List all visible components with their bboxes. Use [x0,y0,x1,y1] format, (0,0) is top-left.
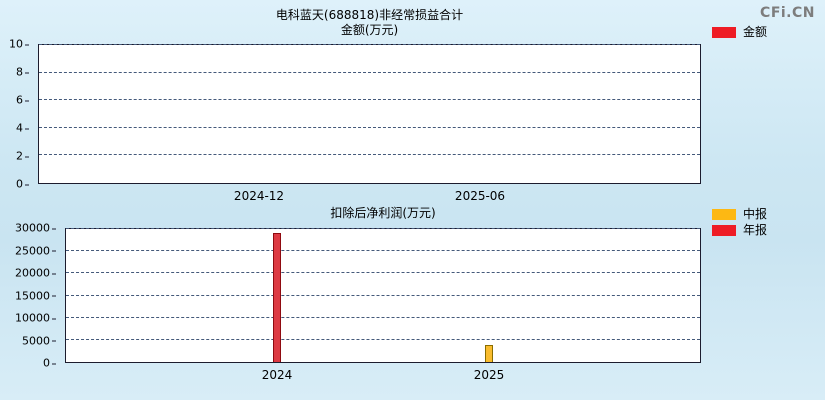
gridline [66,250,700,252]
legend-label: 金额 [743,25,768,39]
y-axis: 0 5000 10000 15000 20000 25000 30000 [0,223,61,369]
gridline [66,228,700,229]
plot-area [38,44,701,184]
gridline [66,338,700,340]
y-tick-label: 0 [16,179,29,190]
gridline [66,316,700,318]
gridline [66,272,700,274]
y-tick-label: 20000 [15,268,56,279]
y-tick-label: 2 [16,151,29,162]
legend-swatch [712,26,736,38]
x-tick-label: 2025-06 [454,189,506,203]
y-tick-label: 25000 [15,245,56,256]
y-axis: 0 2 4 6 8 10 [0,39,34,190]
chart-title: 扣除后净利润(万元) [65,206,701,221]
legend-item: 金额 [712,26,767,38]
legend-swatch [712,208,736,220]
gridline [39,44,700,45]
x-tick-label: 2025 [473,368,505,382]
chart-title-line1: 扣除后净利润(万元) [330,206,436,220]
y-tick-label: 10 [9,39,29,50]
chart-title: 电科蓝天(688818)非经常损益合计 金额(万元) [38,8,701,38]
y-tick-label: 4 [16,123,29,134]
x-tick-label: 2024-12 [233,189,285,203]
y-tick-label: 15000 [15,290,56,301]
chart-nonrecurring-gains: 电科蓝天(688818)非经常损益合计 金额(万元) 0 2 4 6 8 10 2024-… [0,0,825,200]
legend-swatch [712,224,736,236]
y-tick-label: 10000 [15,313,56,324]
plot-area [65,228,701,363]
x-axis: 2024 2025 [65,367,701,383]
y-tick-label: 0 [43,358,56,369]
y-tick-label: 5000 [22,335,56,346]
chart-title-line2: 金额(万元) [340,23,399,37]
bar-中报-2025 [484,344,493,362]
chart-title-line1: 电科蓝天(688818)非经常损益合计 [275,8,464,22]
y-tick-label: 30000 [15,223,56,234]
bar-年报-2024 [273,233,282,362]
y-tick-label: 6 [16,95,29,106]
gridline [66,294,700,296]
x-tick-label: 2024 [261,368,293,382]
legend-item: 中报 [712,208,767,220]
x-axis: 2024-12 2025-06 [38,188,701,204]
gridline [39,126,700,128]
legend-label: 中报 [743,207,768,221]
gridline [39,99,700,101]
legend-label: 年报 [743,223,768,237]
gridline [39,154,700,156]
y-tick-label: 8 [16,67,29,78]
gridline [39,71,700,73]
legend-item: 年报 [712,224,767,236]
legend: 中报 年报 [712,208,767,236]
chart-net-profit: 扣除后净利润(万元) 0 5000 10000 15000 20000 25000 3000… [0,200,825,400]
legend: 金额 [712,26,767,38]
cfi-logo: CFi.CN [760,5,815,21]
